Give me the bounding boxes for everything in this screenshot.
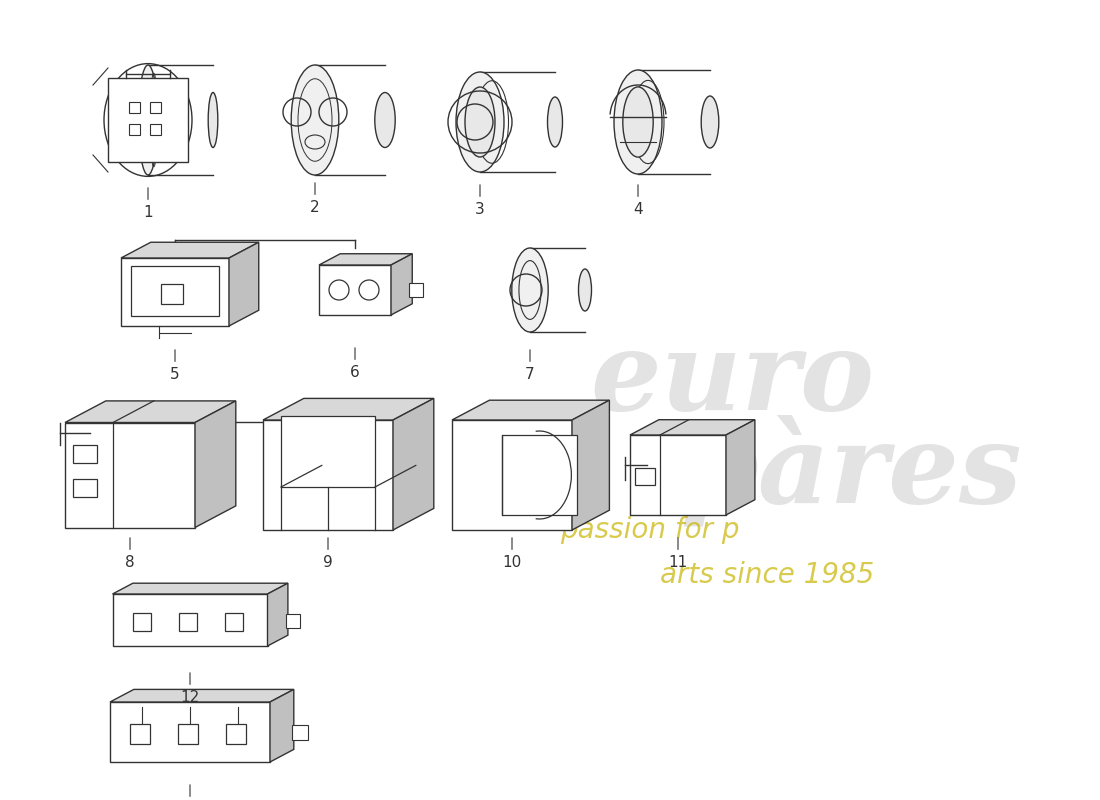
Bar (129, 102, 140, 113)
Text: 12: 12 (180, 673, 199, 705)
Bar (129, 123, 140, 134)
Bar (263, 420, 393, 530)
Bar (150, 102, 161, 113)
Polygon shape (319, 254, 412, 265)
Ellipse shape (139, 65, 157, 175)
Bar (179, 613, 197, 631)
Text: 4: 4 (634, 185, 642, 217)
Bar (73, 479, 97, 497)
Bar (130, 724, 150, 744)
Bar (112, 594, 267, 646)
Ellipse shape (512, 248, 548, 332)
Ellipse shape (623, 87, 653, 157)
Ellipse shape (208, 93, 218, 147)
Bar (108, 78, 188, 162)
Bar (286, 614, 300, 628)
Bar (319, 265, 390, 315)
Text: 10: 10 (503, 538, 521, 570)
Ellipse shape (701, 96, 718, 148)
Bar (280, 416, 375, 487)
Text: 7: 7 (525, 350, 535, 382)
Polygon shape (112, 583, 288, 594)
Ellipse shape (456, 72, 504, 172)
Polygon shape (390, 254, 412, 315)
Text: 5: 5 (170, 350, 179, 382)
Ellipse shape (292, 65, 339, 175)
Bar (226, 613, 243, 631)
Text: 8: 8 (125, 538, 135, 570)
Polygon shape (630, 420, 755, 435)
Bar (452, 420, 572, 530)
Text: 2: 2 (310, 182, 320, 215)
Ellipse shape (548, 97, 562, 147)
Polygon shape (726, 420, 755, 515)
Bar (178, 724, 198, 744)
Bar (133, 613, 151, 631)
Bar (635, 468, 654, 485)
Bar (161, 284, 183, 304)
Polygon shape (110, 690, 294, 702)
Polygon shape (267, 583, 288, 646)
Bar (121, 258, 229, 326)
Text: 13: 13 (180, 785, 200, 800)
Bar (292, 725, 308, 740)
Bar (502, 435, 578, 515)
Bar (131, 266, 219, 316)
Bar (226, 724, 246, 744)
Ellipse shape (579, 269, 592, 311)
Polygon shape (452, 400, 609, 420)
Text: euro: euro (590, 326, 874, 434)
Bar (409, 283, 424, 297)
Polygon shape (195, 401, 235, 527)
Bar (73, 445, 97, 463)
Polygon shape (393, 398, 433, 530)
Ellipse shape (614, 70, 662, 174)
Bar (630, 435, 726, 515)
Text: pàres: pàres (680, 414, 1022, 526)
Bar (110, 702, 270, 762)
Text: arts since 1985: arts since 1985 (660, 561, 874, 589)
Bar (65, 422, 195, 527)
Polygon shape (65, 401, 235, 422)
Text: 3: 3 (475, 185, 485, 217)
Polygon shape (263, 398, 433, 420)
Text: 1: 1 (143, 188, 153, 220)
Ellipse shape (375, 93, 395, 147)
Polygon shape (270, 690, 294, 762)
Text: 6: 6 (350, 348, 360, 380)
Text: 11: 11 (669, 538, 688, 570)
Text: passion for p: passion for p (560, 516, 739, 544)
Text: 9: 9 (323, 538, 333, 570)
Bar (150, 123, 161, 134)
Ellipse shape (465, 87, 495, 157)
Polygon shape (572, 400, 609, 530)
Polygon shape (121, 242, 258, 258)
Polygon shape (229, 242, 258, 326)
